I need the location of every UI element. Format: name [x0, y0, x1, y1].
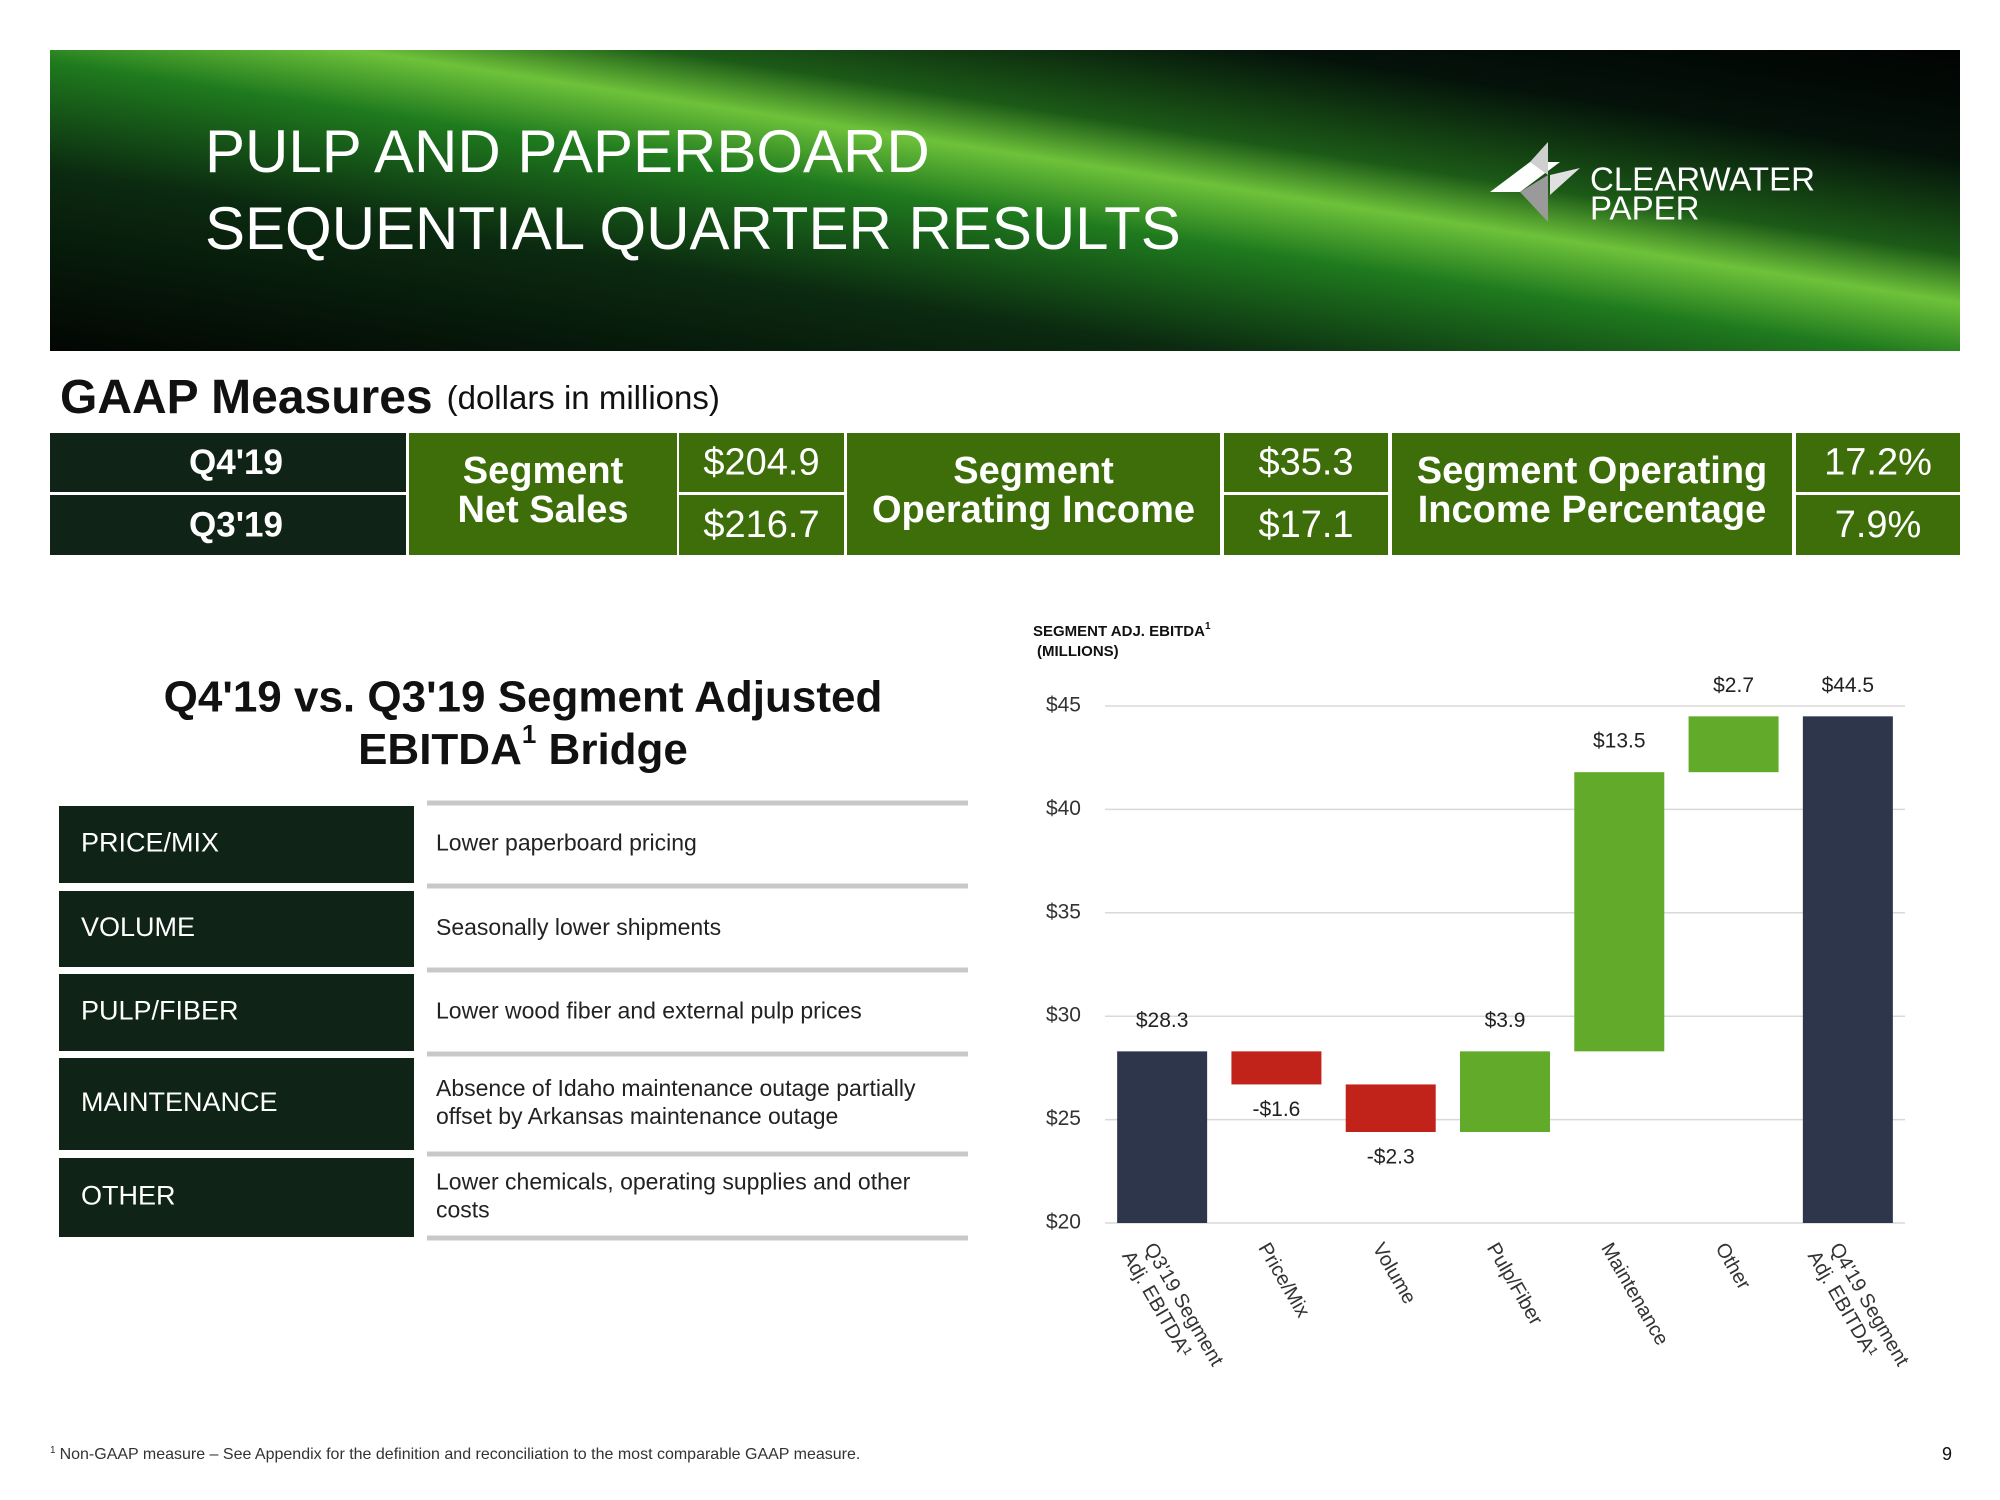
footnote-mark: 1 [50, 1445, 56, 1456]
chart-title-sup: 1 [1205, 621, 1211, 632]
y-tick-label: $40 [1046, 797, 1081, 820]
y-tick-label: $35 [1046, 900, 1081, 923]
bar [1688, 716, 1779, 773]
period-label: Q3'19 [189, 505, 283, 544]
measure-value-cell [1224, 495, 1388, 555]
measure-value-cell [1224, 433, 1388, 492]
bridge-label-cell [59, 891, 414, 967]
measure-value-cell [679, 495, 844, 555]
chart-subtitle: (MILLIONS) [1037, 643, 1119, 660]
bridge-label-cell [59, 974, 414, 1051]
measure-label: Operating Income [872, 489, 1195, 531]
x-tick-label: Other [1711, 1239, 1755, 1294]
footnote-text: Non-GAAP measure – See Appendix for the … [60, 1446, 861, 1463]
measure-label: Net Sales [457, 489, 628, 531]
chart-title: SEGMENT ADJ. EBITDA1 [1033, 621, 1211, 640]
bridge-description: offset by Arkansas maintenance outage [436, 1103, 838, 1129]
x-tick-label: Volume [1368, 1239, 1420, 1308]
bridge-label-cell [59, 1058, 414, 1150]
value-label: $13.5 [1593, 730, 1646, 753]
value-label: $44.5 [1822, 674, 1875, 697]
bridge-title: EBITDA1 Bridge [358, 719, 688, 774]
measure-value-cell [1796, 495, 1960, 555]
y-tick-label: $25 [1046, 1107, 1081, 1130]
period-cell [50, 433, 406, 492]
bridge-description: costs [436, 1197, 490, 1223]
bridge-label: MAINTENANCE [81, 1087, 278, 1117]
bridge-title-sup: 1 [522, 719, 536, 749]
gaap-title: GAAP Measures [60, 371, 433, 424]
bridge-label: OTHER [81, 1181, 176, 1211]
bridge-description: Lower chemicals, operating supplies and … [436, 1169, 911, 1195]
bridge-description: Lower paperboard pricing [436, 830, 697, 856]
slide-title: PULP AND PAPERBOARD [205, 118, 930, 185]
x-tick-label: Price/Mix [1254, 1239, 1314, 1321]
value-label: -$2.3 [1367, 1146, 1415, 1169]
gaap-heading: GAAP Measures (dollars in millions) [60, 371, 720, 424]
bridge-label-cell [59, 806, 414, 883]
bar [1345, 1084, 1436, 1133]
logo-text: PAPER [1590, 190, 1699, 227]
measure-value-cell [1796, 433, 1960, 492]
value-label: $2.7 [1713, 674, 1754, 697]
page-number: 9 [1942, 1444, 1952, 1464]
measure-value: $17.1 [1258, 504, 1353, 546]
value-label: $28.3 [1136, 1009, 1189, 1032]
bridge-description: Seasonally lower shipments [436, 914, 721, 940]
measure-label: Segment [463, 450, 624, 492]
measure-value: $216.7 [703, 504, 819, 546]
header-banner [50, 50, 1960, 351]
period-cell [50, 495, 406, 555]
logo-icon [1490, 142, 1580, 222]
measure-label: Segment Operating [1417, 450, 1768, 492]
chart-title-text: SEGMENT ADJ. EBITDA [1033, 623, 1205, 640]
y-tick-label: $20 [1046, 1211, 1081, 1234]
gaap-subtitle: (dollars in millions) [447, 379, 720, 416]
measure-label-cell [409, 433, 677, 555]
bridge-label: PULP/FIBER [81, 996, 239, 1026]
bar [1460, 1051, 1550, 1133]
measure-label-cell [847, 433, 1220, 555]
x-tick-label: Maintenance [1596, 1239, 1672, 1349]
x-tick-label: Pulp/Fiber [1482, 1239, 1547, 1329]
bridge-title: Q4'19 vs. Q3'19 Segment Adjusted [164, 673, 883, 722]
measure-label-cell [1392, 433, 1792, 555]
slide-title: SEQUENTIAL QUARTER RESULTS [205, 195, 1181, 262]
y-tick-label: $45 [1046, 694, 1081, 717]
bar [1117, 1051, 1208, 1223]
measure-value: $204.9 [703, 442, 819, 484]
bridge-label-cell [59, 1158, 414, 1237]
footnote: 1 Non-GAAP measure – See Appendix for the… [50, 1445, 860, 1464]
period-label: Q4'19 [189, 443, 283, 482]
bridge-title-part: Bridge [536, 725, 688, 774]
measure-value: $35.3 [1258, 442, 1353, 484]
bridge-label: PRICE/MIX [81, 828, 219, 858]
bridge-title-part: EBITDA [358, 725, 522, 774]
value-label: $3.9 [1485, 1009, 1526, 1032]
measure-value-cell [679, 433, 844, 492]
bar [1574, 772, 1665, 1052]
bridge-label: VOLUME [81, 912, 195, 942]
bridge-description: Absence of Idaho maintenance outage part… [436, 1075, 916, 1101]
bridge-description: Lower wood fiber and external pulp price… [436, 998, 862, 1024]
measure-value: 17.2% [1824, 442, 1932, 484]
measure-label: Segment [953, 450, 1114, 492]
logo-text: CLEARWATER [1590, 161, 1815, 198]
measure-label: Income Percentage [1418, 489, 1766, 531]
y-tick-label: $30 [1046, 1004, 1081, 1027]
measure-value: 7.9% [1835, 504, 1922, 546]
bar [1802, 716, 1893, 1223]
value-label: -$1.6 [1252, 1098, 1300, 1121]
bar [1231, 1051, 1322, 1085]
